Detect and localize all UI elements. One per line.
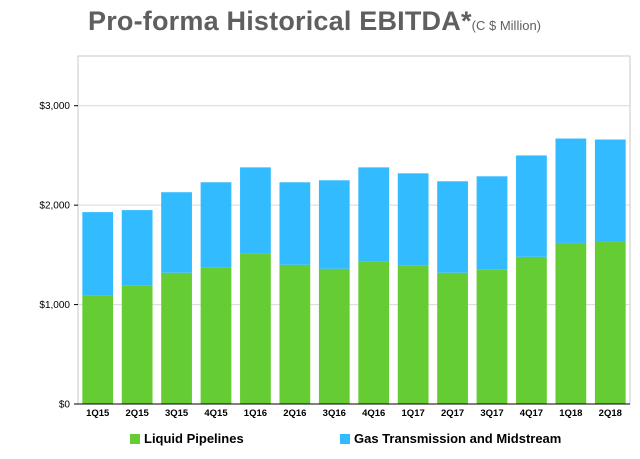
legend-item-liquid-pipelines: Liquid Pipelines xyxy=(130,431,244,446)
legend-label-gas-transmission: Gas Transmission and Midstream xyxy=(354,431,562,446)
bar-liquid-pipelines-3q15 xyxy=(161,272,192,404)
bar-gas-transmission-1q16 xyxy=(240,167,271,254)
bar-liquid-pipelines-2q17 xyxy=(437,272,468,404)
x-tick-label: 2Q16 xyxy=(283,408,306,419)
chart-legend: Liquid Pipelines Gas Transmission and Mi… xyxy=(0,431,640,453)
x-tick-label: 4Q16 xyxy=(362,408,385,419)
bar-gas-transmission-3q17 xyxy=(476,176,508,270)
x-tick-label: 3Q15 xyxy=(165,408,189,419)
bar-gas-transmission-2q17 xyxy=(437,181,468,273)
bar-liquid-pipelines-3q16 xyxy=(318,268,350,404)
chart-title: Pro-forma Historical EBITDA*(C $ Million… xyxy=(88,6,541,37)
bar-gas-transmission-4q17 xyxy=(516,155,547,257)
bar-gas-transmission-3q16 xyxy=(318,180,350,269)
y-tick-label: $2,000 xyxy=(39,201,70,212)
chart-title-main: Pro-forma Historical EBITDA* xyxy=(88,6,472,36)
x-tick-label: 1Q17 xyxy=(402,408,425,419)
bar-gas-transmission-4q15 xyxy=(200,182,232,268)
x-tick-label: 3Q16 xyxy=(323,408,346,419)
x-tick-label: 2Q18 xyxy=(599,408,622,419)
legend-swatch-liquid-pipelines xyxy=(130,433,140,444)
x-tick-label: 2Q15 xyxy=(126,408,150,419)
bar-gas-transmission-4q16 xyxy=(358,167,390,262)
legend-swatch-gas-transmission xyxy=(340,433,350,444)
bar-liquid-pipelines-4q17 xyxy=(516,256,547,404)
bar-gas-transmission-3q15 xyxy=(161,192,192,273)
bar-liquid-pipelines-1q15 xyxy=(82,295,114,404)
x-tick-label: 4Q15 xyxy=(204,408,228,419)
x-tick-label: 1Q16 xyxy=(244,408,267,419)
y-tick-label: $0 xyxy=(59,400,71,411)
bar-liquid-pipelines-4q16 xyxy=(358,261,390,404)
bar-liquid-pipelines-4q15 xyxy=(200,267,232,404)
bar-liquid-pipelines-2q15 xyxy=(121,285,153,404)
x-tick-label: 3Q17 xyxy=(480,408,503,419)
bar-gas-transmission-2q16 xyxy=(279,182,311,265)
bar-gas-transmission-2q15 xyxy=(121,210,153,286)
x-tick-label: 4Q17 xyxy=(520,408,543,419)
bar-liquid-pipelines-1q16 xyxy=(240,253,271,404)
bar-liquid-pipelines-3q17 xyxy=(476,269,508,404)
x-tick-label: 1Q18 xyxy=(559,408,582,419)
bar-liquid-pipelines-2q18 xyxy=(594,241,626,404)
stacked-bar-chart: $0 $1,000 $2,000 $3,000 1Q15 2Q15 3Q15 4Q15 1Q16… xyxy=(39,55,631,419)
bar-gas-transmission-2q18 xyxy=(594,139,626,242)
x-tick-label: 1Q15 xyxy=(86,408,110,419)
legend-item-gas-transmission: Gas Transmission and Midstream xyxy=(340,431,561,446)
legend-label-liquid-pipelines: Liquid Pipelines xyxy=(144,431,244,446)
bar-liquid-pipelines-2q16 xyxy=(279,264,311,404)
y-tick-label: $3,000 xyxy=(39,101,70,112)
x-tick-label: 2Q17 xyxy=(441,408,464,419)
bar-gas-transmission-1q17 xyxy=(397,173,429,266)
chart-title-unit: (C $ Million) xyxy=(471,18,542,33)
bar-liquid-pipelines-1q18 xyxy=(555,242,587,404)
plot-area-border xyxy=(77,55,631,405)
bar-liquid-pipelines-1q17 xyxy=(397,265,429,404)
y-tick-label: $1,000 xyxy=(39,300,70,311)
bar-gas-transmission-1q18 xyxy=(555,138,587,243)
bar-gas-transmission-1q15 xyxy=(82,212,114,296)
